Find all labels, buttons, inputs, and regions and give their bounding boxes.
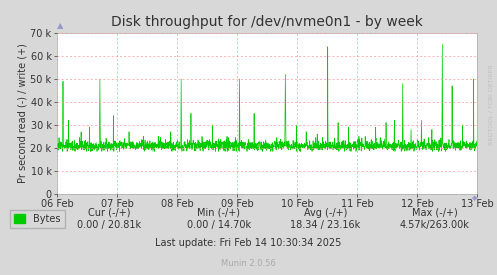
Legend: Bytes: Bytes — [10, 210, 65, 227]
Text: Munin 2.0.56: Munin 2.0.56 — [221, 260, 276, 268]
Text: 4.57k/263.00k: 4.57k/263.00k — [400, 220, 470, 230]
Text: 18.34 / 23.16k: 18.34 / 23.16k — [290, 220, 361, 230]
Y-axis label: Pr second read (-) / write (+): Pr second read (-) / write (+) — [18, 43, 28, 183]
Text: Min (-/+): Min (-/+) — [197, 208, 240, 218]
Text: Avg (-/+): Avg (-/+) — [304, 208, 347, 218]
Text: Cur (-/+): Cur (-/+) — [88, 208, 131, 218]
Text: 0.00 / 20.81k: 0.00 / 20.81k — [77, 220, 142, 230]
Text: 0.00 / 14.70k: 0.00 / 14.70k — [186, 220, 251, 230]
Text: Last update: Fri Feb 14 10:30:34 2025: Last update: Fri Feb 14 10:30:34 2025 — [155, 238, 342, 248]
Text: RRDTOOL / TOBI OETIKER: RRDTOOL / TOBI OETIKER — [489, 64, 494, 145]
Text: ▲: ▲ — [57, 21, 64, 30]
Title: Disk throughput for /dev/nvme0n1 - by week: Disk throughput for /dev/nvme0n1 - by we… — [111, 15, 423, 29]
Text: ◆: ◆ — [472, 195, 477, 201]
Text: Max (-/+): Max (-/+) — [412, 208, 458, 218]
